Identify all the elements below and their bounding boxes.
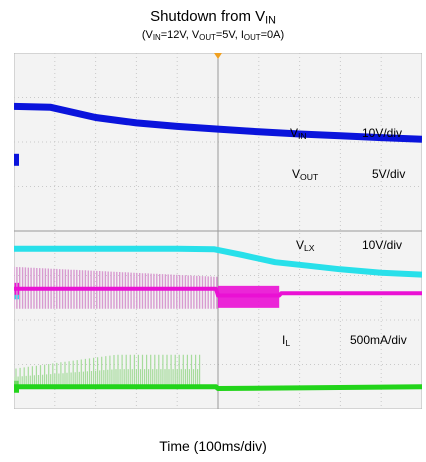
vlx-label: VLX [296,238,315,252]
il-label: IL [282,333,290,347]
chart-title: Shutdown from VIN [0,8,426,26]
oscilloscope-plot [14,53,422,409]
vout-label: VOUT [292,167,318,181]
vlx-scale: 10V/div [362,238,402,252]
x-axis-label: Time (100ms/div) [0,438,426,454]
vin-label: VIN [290,126,307,140]
il-scale: 500mA/div [350,333,407,347]
vin-scale: 10V/div [362,126,402,140]
chart-subtitle: (VIN=12V, VOUT=5V, IOUT=0A) [0,28,426,42]
ground-marker-vin [14,154,19,166]
vout-scale: 5V/div [372,167,405,181]
trace-il [14,387,422,389]
